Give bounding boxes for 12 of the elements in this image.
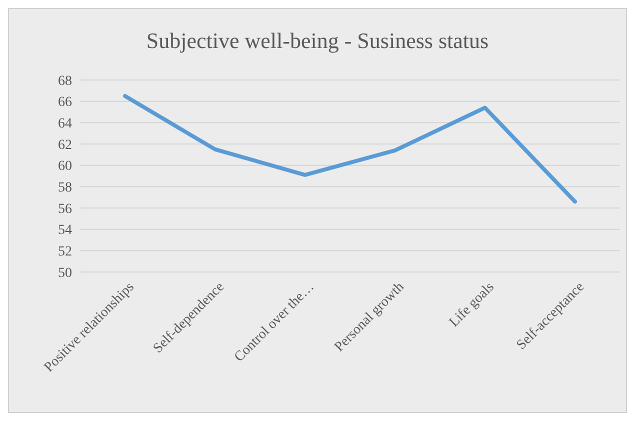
y-tick-label: 58	[58, 180, 72, 196]
y-tick-label: 50	[58, 266, 72, 281]
y-tick-label: 64	[58, 116, 72, 132]
y-tick-label: 54	[58, 223, 72, 238]
y-tick-label: 62	[58, 138, 72, 153]
y-tick-label: 52	[58, 244, 72, 260]
y-tick-label: 68	[58, 74, 72, 89]
y-tick-label: 56	[58, 202, 72, 217]
chart-title: Subjective well-being - Susiness status	[146, 28, 489, 53]
y-tick-label: 66	[58, 95, 72, 110]
line-series	[123, 94, 577, 204]
y-tick-label: 60	[58, 159, 72, 174]
